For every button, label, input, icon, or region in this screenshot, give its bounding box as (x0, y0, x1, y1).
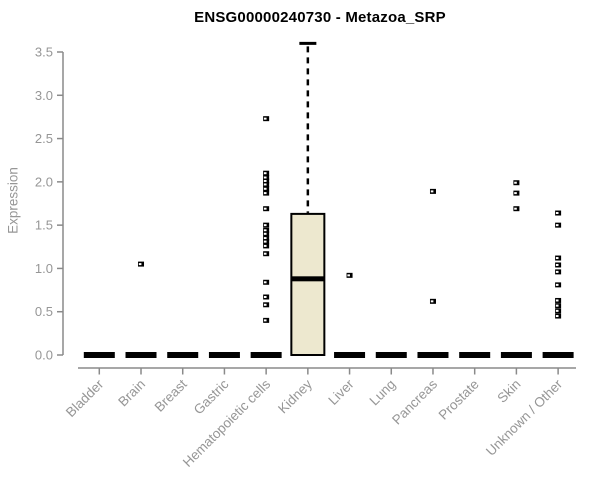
y-tick-label: 3.0 (35, 88, 53, 103)
zero-median-bar (500, 352, 532, 358)
outlier-point-center (138, 263, 142, 266)
outlier-point-center (263, 187, 267, 190)
outlier-point-center (347, 274, 350, 277)
outlier-point-center (263, 237, 267, 240)
outlier-point-center (263, 240, 267, 243)
category-label: Kidney (275, 376, 315, 416)
outlier-point-center (263, 207, 267, 210)
outlier-point-center (263, 229, 267, 232)
zero-median-bar (459, 352, 491, 358)
outlier-point-center (555, 309, 559, 312)
category-label: Liver (325, 376, 357, 408)
median-line (291, 276, 325, 282)
outlier-point-center (430, 300, 434, 303)
box-kidney (290, 212, 326, 356)
outlier-point-center (263, 232, 267, 235)
category-label: Gastric (191, 376, 232, 417)
outlier-point-center (263, 192, 267, 195)
y-tick-label: 0.5 (35, 304, 53, 319)
outlier-point-center (263, 179, 267, 182)
outlier-point-center (555, 299, 559, 302)
outlier-point-center (514, 207, 517, 210)
outlier-point-center (263, 244, 267, 247)
outlier-point-center (263, 252, 267, 255)
zero-median-bar (250, 352, 282, 358)
zero-median-bar (167, 352, 199, 358)
category-label: Lung (367, 377, 399, 409)
y-tick-label: 2.5 (35, 131, 53, 146)
y-tick-label: 1.5 (35, 218, 53, 233)
y-tick-label: 2.0 (35, 174, 53, 189)
outlier-point-center (263, 319, 267, 322)
y-tick-label: 0.0 (35, 348, 53, 363)
outlier-point-center (555, 257, 559, 260)
zero-median-bar (375, 352, 407, 358)
outlier-point-center (555, 270, 559, 273)
outlier-point-center (514, 192, 517, 195)
outlier-point-center (555, 283, 559, 286)
zero-median-bar (83, 352, 115, 358)
y-tick-label: 1.0 (35, 261, 53, 276)
category-label: Pancreas (389, 376, 440, 427)
zero-median-bar (417, 352, 449, 358)
outlier-point-center (263, 295, 267, 298)
category-label: Brain (115, 377, 148, 410)
outlier-point-center (555, 263, 559, 266)
zero-median-bar (125, 352, 157, 358)
category-label: Skin (494, 377, 523, 406)
outlier-point-center (263, 281, 267, 284)
outlier-point-center (555, 224, 559, 227)
outlier-point-center (555, 304, 559, 307)
category-label: Breast (152, 376, 190, 414)
category-label: Prostate (436, 377, 482, 423)
zero-median-bar (334, 352, 366, 358)
outlier-point-center (555, 315, 559, 318)
zero-median-bar (542, 352, 574, 358)
outlier-point-center (263, 117, 267, 120)
outlier-point-center (263, 183, 267, 186)
chart-title: ENSG00000240730 - Metazoa_SRP (194, 9, 446, 26)
category-label: Bladder (63, 376, 107, 420)
outlier-point-center (263, 176, 267, 179)
outlier-point-center (514, 181, 517, 184)
zero-median-bar (208, 352, 240, 358)
y-tick-label: 3.5 (35, 45, 53, 60)
outlier-point-center (555, 212, 559, 215)
outlier-point-center (430, 190, 434, 193)
category-label: Unknown / Other (483, 376, 566, 459)
outlier-point-center (263, 303, 267, 306)
outlier-point-center (263, 224, 267, 227)
outlier-point-center (263, 172, 267, 175)
